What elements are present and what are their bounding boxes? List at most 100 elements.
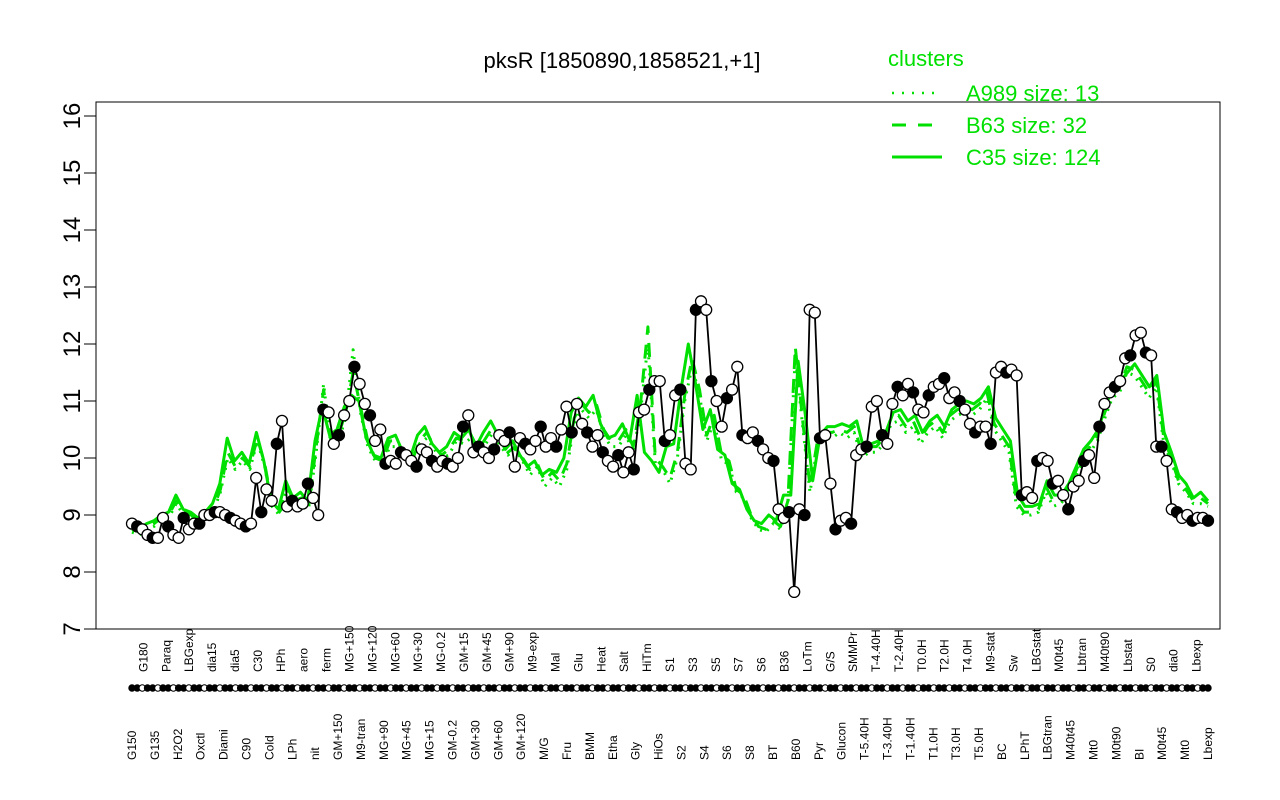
data-point: [244, 517, 258, 530]
data-point: [250, 471, 263, 485]
x-tick-label: Lbexp: [1201, 727, 1215, 760]
data-point: [627, 463, 640, 476]
data-point: [782, 505, 796, 519]
data-point: [1088, 471, 1101, 485]
x-tick-label: Mt0: [1178, 740, 1192, 760]
data-points: [125, 295, 1215, 599]
x-tick-label: Pyr: [812, 742, 826, 760]
data-point: [731, 360, 744, 373]
data-point: [337, 409, 351, 422]
x-tick-label: LBGexp: [182, 628, 196, 672]
x-tick-label: MG+120: [365, 625, 379, 672]
x-tick-label: T2.0H: [938, 639, 952, 672]
x-tick-label: MG+90: [377, 720, 391, 760]
data-point: [725, 383, 739, 396]
x-tick-label: ferm: [320, 648, 334, 672]
x-tick-label: GM+90: [503, 632, 517, 672]
data-point: [1124, 349, 1137, 362]
data-point: [1201, 514, 1215, 527]
data-point: [322, 406, 335, 419]
data-point: [368, 434, 382, 448]
x-tick-label: Lbstat: [1121, 639, 1135, 672]
data-point: [1093, 420, 1106, 433]
data-point: [984, 437, 997, 450]
x-axis-labels: G150 G180 G135 Paraq H2O2 LBGexp Oxctl dia15 Dia…: [125, 625, 1215, 760]
data-point: [487, 443, 501, 456]
legend: clusters A989 size: 13 B63 size: 32 C35 …: [888, 46, 1101, 170]
legend-title: clusters: [888, 46, 964, 71]
data-point: [958, 403, 972, 416]
data-point: [1134, 326, 1147, 339]
data-point: [1072, 474, 1085, 487]
data-point: [363, 409, 377, 422]
data-point: [358, 397, 371, 411]
data-point: [617, 466, 630, 479]
x-tick-label: GM+15: [457, 632, 471, 672]
x-tick-label: BMM: [583, 732, 597, 760]
data-point: [534, 420, 547, 433]
x-tick-label: S0: [1144, 657, 1158, 672]
x-tick-label: S6: [755, 657, 769, 672]
x-tick-label: M9-stat: [984, 631, 998, 672]
x-tick-label: LPh: [285, 739, 299, 760]
x-tick-label: Gly: [629, 742, 643, 760]
x-tick-label: MG+45: [400, 720, 414, 760]
x-tick-label: aero: [297, 648, 311, 672]
data-point: [555, 423, 568, 436]
x-tick-label: Heat: [594, 646, 608, 672]
x-tick-label: MG+150: [343, 625, 357, 672]
x-tick-label: G150: [125, 730, 139, 760]
x-tick-label: T3.0H: [949, 727, 963, 760]
x-tick-label: nit: [308, 747, 322, 760]
data-point: [870, 394, 884, 408]
data-point: [151, 531, 165, 544]
data-point: [844, 517, 858, 530]
data-point: [896, 389, 909, 402]
x-tick-label: M0t45: [1052, 638, 1066, 672]
data-point: [1051, 474, 1065, 487]
x-tick-label: Mt0: [1087, 740, 1101, 760]
data-point: [560, 400, 573, 413]
data-point: [700, 303, 713, 316]
data-point: [260, 483, 273, 496]
data-point: [353, 377, 366, 391]
x-tick-label: S3: [686, 657, 700, 672]
x-tick-label: M9-exp: [526, 632, 540, 672]
data-point: [456, 420, 470, 433]
data-point: [1082, 448, 1096, 462]
x-tick-label: HPh: [274, 649, 288, 672]
x-tick-label: S5: [709, 657, 723, 672]
data-point: [374, 423, 387, 436]
y-tick-label: 16: [59, 103, 86, 130]
x-tick-label: BI: [1132, 749, 1146, 760]
data-point: [410, 460, 423, 473]
rug-marker: [1204, 684, 1212, 692]
x-tick-label: HiTm: [640, 643, 654, 672]
data-point: [606, 460, 620, 473]
data-point: [508, 460, 521, 473]
x-tick-label: dia0: [1167, 649, 1181, 672]
data-point: [622, 446, 635, 459]
data-point: [570, 397, 584, 411]
data-point: [265, 494, 278, 507]
x-tick-label: G/S: [823, 651, 837, 672]
x-tick-label: S7: [732, 657, 746, 672]
data-point: [586, 440, 599, 453]
data-point: [674, 383, 687, 396]
x-tick-label: T5.0H: [972, 727, 986, 760]
data-point: [550, 440, 563, 453]
data-point: [529, 434, 542, 448]
data-point: [710, 394, 723, 408]
x-tick-label: M40t45: [1064, 720, 1078, 760]
data-point: [296, 497, 309, 510]
x-tick-label: LoTm: [800, 641, 814, 672]
data-point: [1160, 454, 1173, 468]
data-point: [637, 403, 651, 416]
data-point: [824, 477, 837, 490]
data-point: [860, 440, 873, 453]
data-point: [612, 448, 625, 462]
x-tick-label: Fru: [560, 742, 574, 760]
x-tick-label: M0t45: [1155, 726, 1169, 760]
data-point: [1098, 397, 1111, 411]
